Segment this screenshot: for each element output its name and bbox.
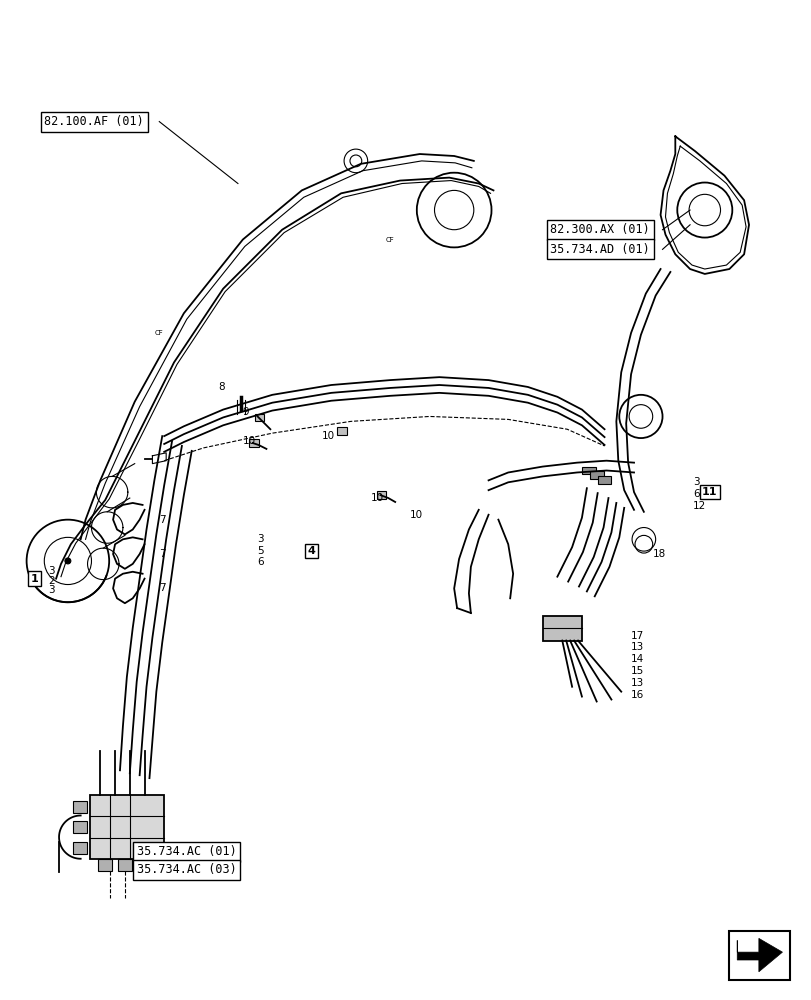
Text: 35.734.AC (01): 35.734.AC (01) — [136, 845, 236, 858]
Bar — [255, 414, 264, 421]
Bar — [138, 859, 151, 871]
Bar — [376, 491, 386, 499]
Text: 13: 13 — [630, 678, 644, 688]
Text: 35.734.AC (03): 35.734.AC (03) — [136, 863, 236, 876]
Text: 10: 10 — [410, 510, 423, 520]
Text: 13: 13 — [630, 642, 644, 652]
Text: 9: 9 — [242, 407, 249, 417]
Text: CF: CF — [155, 330, 164, 336]
Bar — [73, 842, 87, 854]
Text: 15: 15 — [630, 666, 644, 676]
Text: 8: 8 — [218, 382, 225, 392]
Text: 82.100.AF (01): 82.100.AF (01) — [45, 115, 144, 128]
Text: 7: 7 — [159, 549, 165, 559]
Bar — [597, 476, 611, 484]
Text: 3: 3 — [692, 477, 699, 487]
Text: 6: 6 — [692, 489, 699, 499]
Bar — [581, 467, 595, 474]
Circle shape — [65, 558, 71, 564]
Text: 3: 3 — [48, 585, 55, 595]
Text: 7: 7 — [159, 515, 165, 525]
Text: 5: 5 — [257, 546, 264, 556]
Bar — [118, 859, 131, 871]
Text: 12: 12 — [692, 501, 706, 511]
Text: 10: 10 — [370, 493, 384, 503]
Text: 10: 10 — [242, 436, 255, 446]
Bar — [73, 821, 87, 833]
Bar — [589, 471, 603, 479]
Text: 16: 16 — [630, 690, 644, 700]
Bar — [248, 439, 258, 447]
Text: 4: 4 — [307, 546, 315, 556]
Text: 10: 10 — [321, 431, 334, 441]
Bar — [90, 795, 164, 859]
Bar — [73, 801, 87, 813]
Text: 14: 14 — [630, 654, 644, 664]
Bar — [542, 616, 581, 641]
Text: 11: 11 — [701, 487, 717, 497]
Polygon shape — [736, 938, 782, 972]
Text: 82.300.AX (01): 82.300.AX (01) — [550, 223, 650, 236]
Text: 18: 18 — [652, 549, 665, 559]
Text: 17: 17 — [630, 631, 644, 641]
Text: 6: 6 — [257, 557, 264, 567]
Bar — [98, 859, 112, 871]
Bar — [728, 931, 789, 980]
Text: 35.734.AD (01): 35.734.AD (01) — [550, 243, 650, 256]
Bar — [337, 427, 346, 435]
Text: 3: 3 — [48, 566, 55, 576]
Text: 7: 7 — [159, 583, 165, 593]
Text: 1: 1 — [31, 574, 38, 584]
Text: 3: 3 — [257, 534, 264, 544]
Text: 2: 2 — [48, 576, 55, 586]
Text: CF: CF — [385, 237, 394, 243]
